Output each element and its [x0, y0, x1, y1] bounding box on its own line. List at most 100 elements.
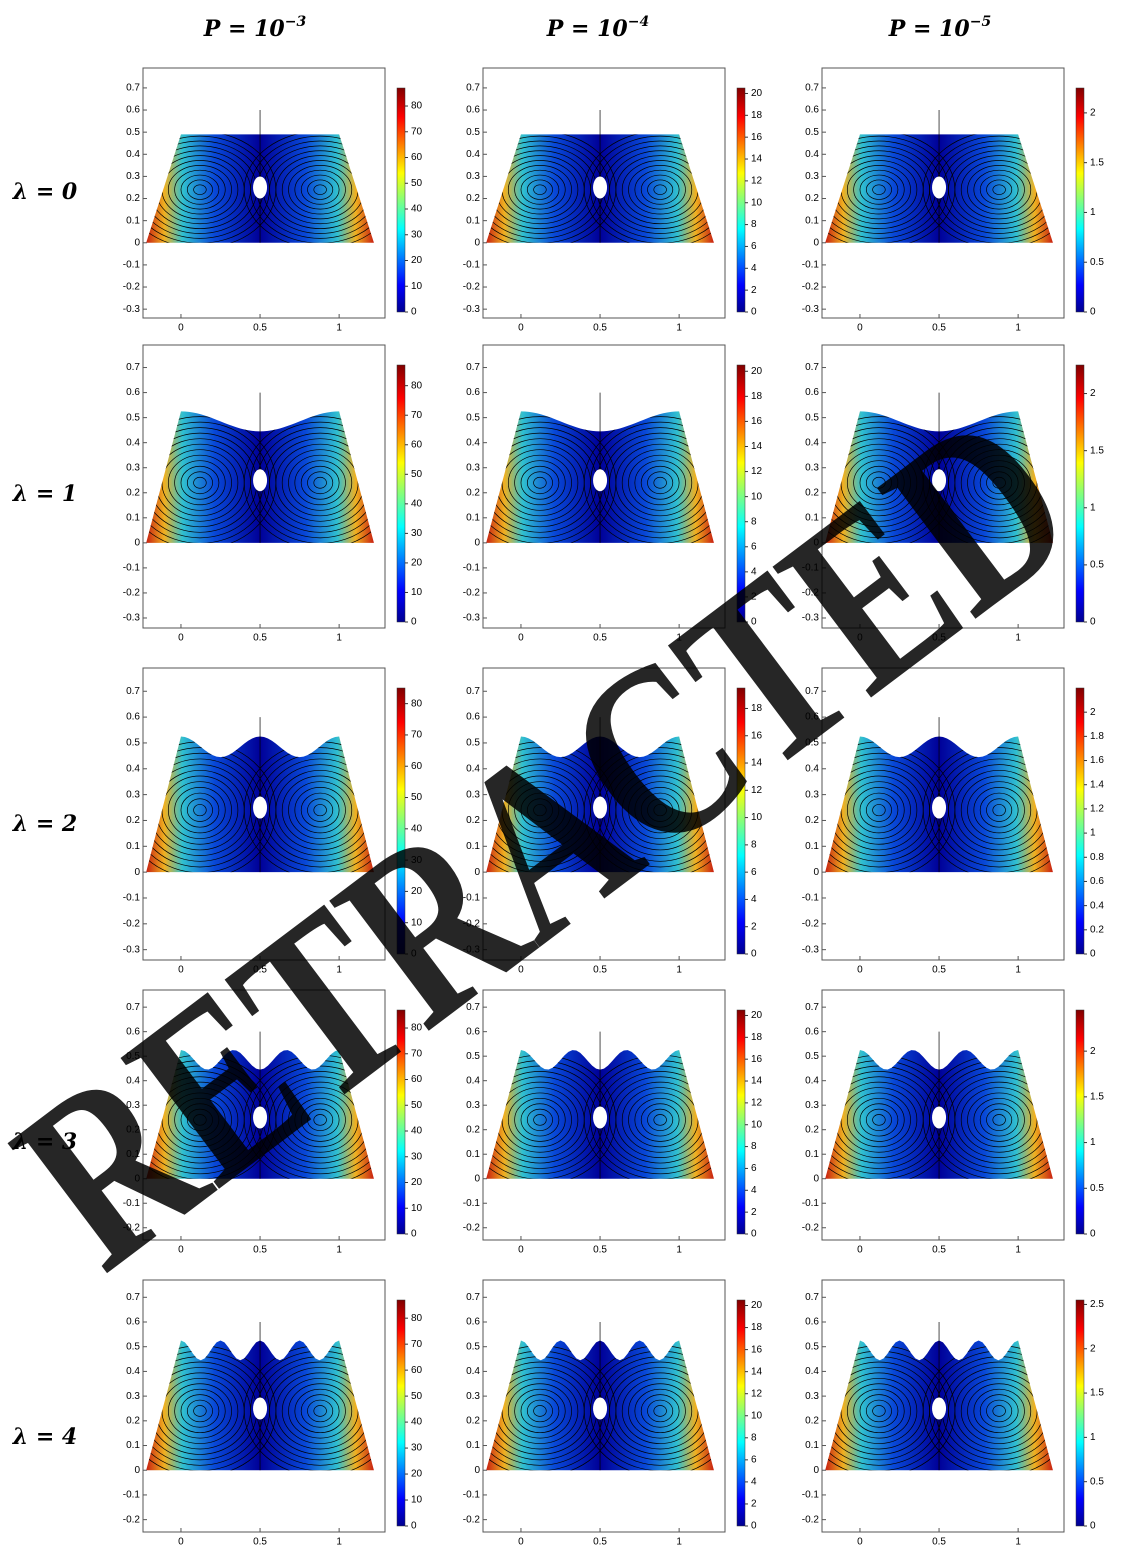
- y-tick-label: 0.2: [466, 487, 480, 498]
- x-tick-label: 1: [676, 323, 682, 334]
- x-tick-label: 1: [336, 1537, 342, 1548]
- y-tick-label: 0.2: [805, 815, 819, 826]
- streamline: [507, 1383, 572, 1439]
- streamline: [300, 1394, 340, 1428]
- y-tick-label: 0.5: [805, 1051, 819, 1062]
- streamline: [186, 1399, 213, 1423]
- title-base: P = 10: [888, 16, 971, 42]
- colorbar-tick-label: 0.2: [1090, 924, 1104, 935]
- y-tick-label: 0.3: [126, 1391, 140, 1402]
- colorbar-tick-label: 0.5: [1090, 1183, 1104, 1194]
- y-tick-label: -0.2: [123, 1514, 141, 1525]
- colorbar-tick-label: 80: [411, 101, 423, 112]
- streamline: [526, 179, 553, 200]
- streamline: [307, 471, 334, 495]
- colorbar-tick-label: 4: [751, 894, 757, 905]
- y-tick-label: -0.3: [123, 944, 141, 955]
- y-tick-label: 0.6: [126, 1026, 140, 1037]
- streamline: [846, 1383, 911, 1439]
- streamline: [865, 1108, 892, 1132]
- y-tick-label: 0.4: [805, 149, 819, 160]
- x-tick-label: 1: [1015, 633, 1021, 644]
- colorbar-tick-label: 80: [411, 380, 423, 391]
- streamline: [979, 1103, 1019, 1137]
- colorbar-tick-label: 16: [751, 1344, 763, 1355]
- colorbar-tick-label: 12: [751, 785, 763, 796]
- y-tick-label: 0.6: [126, 712, 140, 723]
- y-tick-label: 0.4: [805, 1366, 819, 1377]
- colorbar: [736, 364, 746, 623]
- y-tick-label: 0.6: [126, 105, 140, 116]
- y-tick-label: 0.2: [805, 193, 819, 204]
- obstacle: [593, 1397, 608, 1420]
- streamline: [967, 164, 1032, 215]
- obstacle: [593, 469, 608, 492]
- obstacle: [593, 796, 608, 819]
- colorbar-tick-label: 0: [411, 1229, 417, 1240]
- streamline: [167, 1092, 232, 1148]
- y-tick-label: -0.1: [802, 260, 820, 271]
- y-tick-label: -0.1: [123, 260, 141, 271]
- obstacle: [932, 469, 947, 492]
- y-tick-label: -0.2: [463, 1222, 481, 1233]
- streamline: [859, 792, 899, 828]
- obstacle: [253, 1106, 268, 1129]
- y-tick-label: 0.4: [805, 763, 819, 774]
- y-tick-label: 0.6: [466, 387, 480, 398]
- y-tick-label: 0.4: [126, 437, 140, 448]
- colorbar-tick-label: 4: [751, 263, 757, 274]
- streamline: [583, 134, 714, 243]
- colorbar-tick-label: 10: [411, 587, 423, 598]
- colorbar-tick-label: 14: [751, 1076, 763, 1087]
- colorbar-tick-label: 1: [1090, 502, 1096, 513]
- y-tick-label: -0.2: [123, 588, 141, 599]
- streamline: [288, 781, 353, 839]
- streamline: [992, 1114, 1006, 1126]
- colorbar-tick-label: 2: [1090, 388, 1096, 399]
- colorbar-tick-label: 0.6: [1090, 876, 1104, 887]
- streamline: [250, 747, 374, 873]
- streamline: [514, 169, 566, 210]
- streamline: [986, 1108, 1013, 1132]
- streamline: [533, 804, 547, 817]
- colorbar-tick-label: 0: [411, 1521, 417, 1532]
- colorbar: [396, 87, 406, 313]
- row-label: λ = 0: [12, 179, 78, 205]
- obstacle: [593, 176, 608, 199]
- y-tick-label: 0.7: [805, 1292, 819, 1303]
- colorbar-tick-label: 18: [751, 110, 763, 121]
- streamline: [526, 1399, 553, 1423]
- y-tick-label: 0.7: [126, 686, 140, 697]
- colorbar-tick-label: 0: [751, 617, 757, 628]
- streamline: [647, 1108, 674, 1132]
- x-tick-label: 0.5: [932, 323, 946, 334]
- y-tick-label: 0.3: [126, 462, 140, 473]
- y-tick-label: -0.3: [802, 944, 820, 955]
- panel: -0.3-0.2-0.100.10.20.30.40.50.60.70 0.5 10…: [123, 67, 423, 334]
- streamline: [294, 169, 346, 210]
- y-tick-label: -0.2: [802, 588, 820, 599]
- y-tick-label: 0.3: [805, 789, 819, 800]
- streamline: [634, 460, 686, 506]
- streamline: [647, 798, 674, 822]
- streamline: [294, 1097, 346, 1142]
- y-tick-label: 0.1: [805, 1149, 819, 1160]
- streamline: [986, 179, 1013, 200]
- y-tick-label: 0.1: [466, 841, 480, 852]
- y-tick-label: 0: [474, 237, 480, 248]
- streamline: [986, 471, 1013, 495]
- y-tick-label: -0.3: [463, 944, 481, 955]
- y-tick-label: -0.1: [802, 1198, 820, 1209]
- streamline: [533, 476, 547, 489]
- streamline: [967, 1383, 1032, 1439]
- x-tick-label: 0.5: [932, 1537, 946, 1548]
- streamline: [174, 787, 226, 834]
- colorbar-tick-label: 0: [411, 307, 417, 318]
- x-tick-label: 0: [857, 1245, 863, 1256]
- x-tick-label: 1: [336, 1245, 342, 1256]
- y-tick-label: 0.7: [805, 83, 819, 94]
- streamline: [973, 787, 1025, 834]
- colorbar-tick-label: 60: [411, 152, 423, 163]
- colorbar-tick-label: 10: [411, 1495, 423, 1506]
- colorbar-tick-label: 60: [411, 1365, 423, 1376]
